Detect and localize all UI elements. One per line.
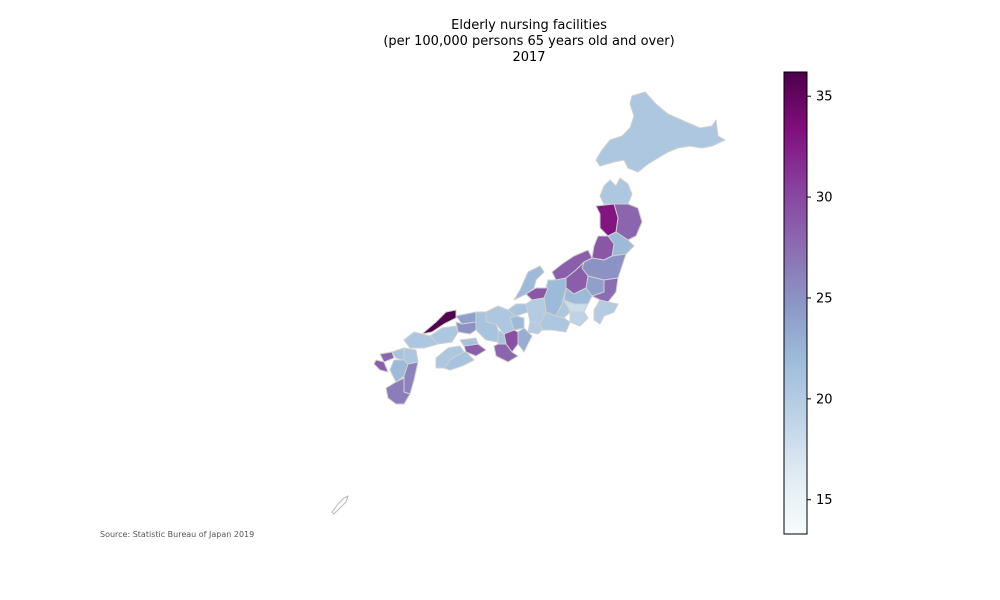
prefecture-aichi [527,321,543,335]
colorbar-bar [783,71,808,535]
colorbar-tick-label: 35 [816,90,833,105]
prefecture-mie [517,327,533,353]
prefecture-shizuoka [539,311,571,333]
title-line-3: 2017 [512,50,546,65]
prefecture-kochi [443,351,475,371]
prefecture-ishikawa [513,265,545,301]
prefecture-shimane [421,309,457,335]
prefecture-hokkaido [595,91,726,173]
prefecture-kagoshima [385,377,411,405]
prefecture-saga [379,351,395,363]
title-line-1: Elderly nursing facilities [451,18,607,33]
source-note: Source: Statistic Bureau of Japan 2019 [100,530,255,539]
prefecture-oita [403,347,419,365]
prefecture-okinawa [331,495,349,515]
prefecture-kagawa [459,337,479,347]
prefecture-yamaguchi [403,331,439,349]
colorbar: 15 20 25 30 35 [783,71,864,546]
colorbar-gradient: 15 20 25 30 35 [783,71,833,535]
title-line-2: (per 100,000 persons 65 years old and ov… [383,34,675,49]
prefecture-hyogo [475,311,499,343]
prefecture-chiba [593,299,619,325]
prefecture-nagasaki [373,359,389,373]
chart-title: Elderly nursing facilities (per 100,000 … [0,18,1000,66]
prefecture-okayama [455,321,477,335]
colorbar-tick-label: 20 [816,392,833,407]
colorbar-tick-label: 25 [816,291,833,306]
prefecture-kanagawa [569,311,589,327]
colorbar-tick-label: 15 [816,493,833,508]
prefecture-aomori [599,177,633,205]
colorbar-tick-label: 30 [816,191,833,206]
prefecture-akita [595,203,619,237]
prefecture-toyama [525,287,549,301]
